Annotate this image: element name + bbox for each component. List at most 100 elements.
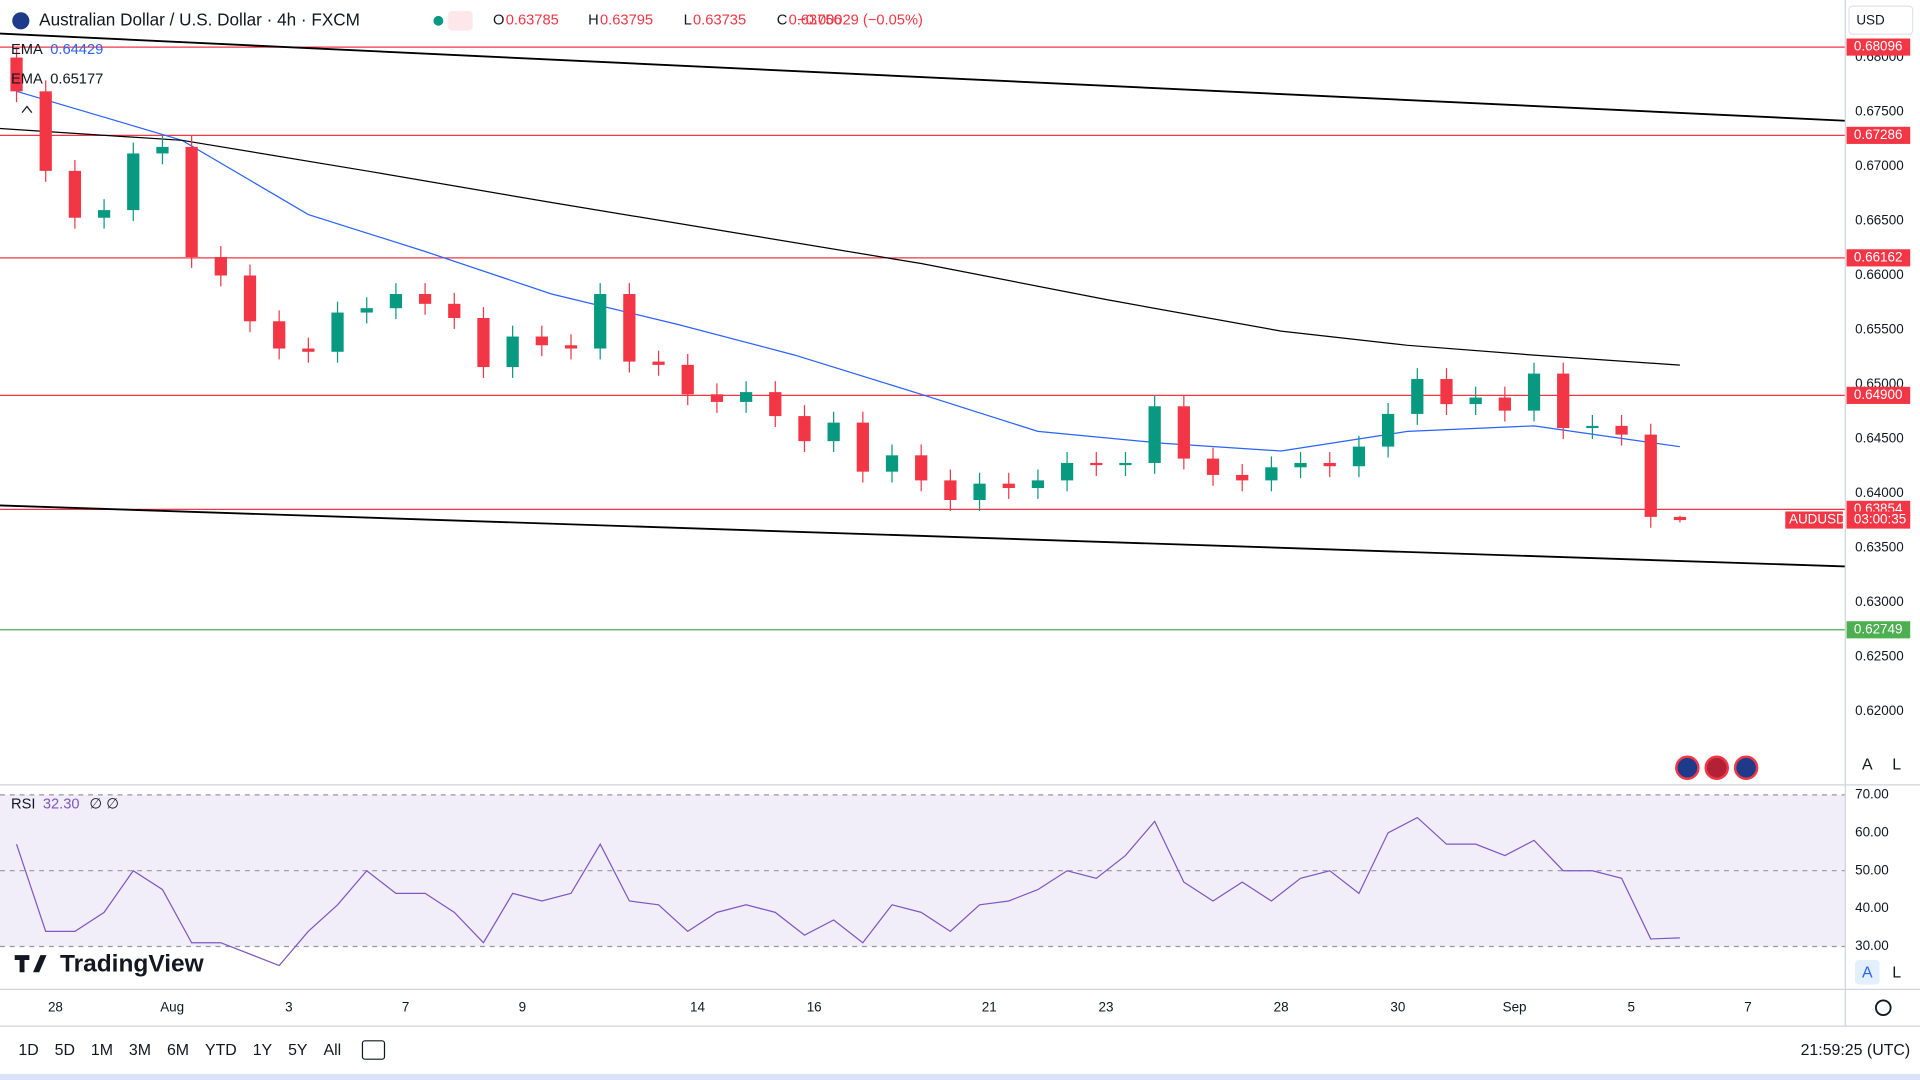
candle-body bbox=[477, 318, 490, 368]
y-tick-label: 0.66000 bbox=[1855, 267, 1904, 282]
rsi-tick-label: 40.00 bbox=[1855, 900, 1889, 915]
rsi-tick-label: 70.00 bbox=[1855, 786, 1889, 801]
candle-body bbox=[389, 294, 403, 309]
candle-body bbox=[1673, 516, 1687, 521]
candle-body bbox=[1090, 462, 1103, 466]
candle-body bbox=[594, 294, 607, 349]
range-button[interactable]: 3M bbox=[129, 1042, 151, 1059]
candle-body bbox=[68, 170, 82, 218]
x-tick-label: 14 bbox=[690, 999, 705, 1014]
ohlc-letter: H bbox=[588, 13, 599, 29]
ohlc-letter: L bbox=[684, 13, 692, 29]
event-flag[interactable] bbox=[1733, 755, 1759, 780]
ohlc-letter: O bbox=[493, 13, 504, 29]
price-change: −0.00029 (−0.05%) bbox=[797, 13, 923, 29]
rsi-tick-label: 60.00 bbox=[1855, 824, 1889, 839]
event-flag[interactable] bbox=[1675, 755, 1700, 780]
y-tick-label: 0.62000 bbox=[1855, 703, 1904, 718]
settings-button[interactable] bbox=[1875, 999, 1892, 1017]
range-button[interactable]: 6M bbox=[167, 1042, 189, 1059]
y-tick-label: 0.65500 bbox=[1855, 322, 1904, 337]
candle-body bbox=[1498, 397, 1511, 411]
log-scale-button[interactable]: L bbox=[1892, 965, 1901, 982]
candle-body bbox=[360, 308, 373, 313]
candle-body bbox=[915, 455, 928, 481]
candle-body bbox=[1002, 483, 1015, 489]
candle-body bbox=[1294, 462, 1307, 468]
range-button[interactable]: 1M bbox=[91, 1042, 113, 1059]
symbol-title: Australian Dollar / U.S. Dollar · 4h · F… bbox=[39, 9, 360, 29]
range-button[interactable]: 1D bbox=[18, 1042, 38, 1059]
log-scale-button[interactable]: L bbox=[1892, 757, 1901, 774]
rsi-value: 32.30 bbox=[43, 796, 80, 812]
level-label: 0.62749 bbox=[1854, 621, 1903, 636]
countdown-bg bbox=[1846, 511, 1911, 529]
x-tick-label: 23 bbox=[1099, 999, 1114, 1014]
candle-body bbox=[39, 91, 52, 171]
candle-body bbox=[1265, 467, 1278, 481]
y-tick-label: 0.66500 bbox=[1855, 213, 1904, 228]
candle-body bbox=[156, 146, 169, 154]
candle-body bbox=[1177, 406, 1190, 459]
currency-button[interactable] bbox=[1848, 5, 1914, 35]
x-tick-label: 7 bbox=[1744, 999, 1751, 1014]
level-label-bg bbox=[1846, 38, 1911, 56]
level-label: 0.66162 bbox=[1854, 249, 1903, 264]
level-label: 0.64900 bbox=[1854, 387, 1903, 402]
candle-body bbox=[535, 336, 548, 346]
auto-scale-button[interactable]: A bbox=[1862, 757, 1873, 774]
range-button[interactable]: 1Y bbox=[253, 1042, 273, 1059]
clock: 21:59:25 (UTC) bbox=[1801, 1042, 1911, 1059]
candle-body bbox=[418, 294, 432, 304]
countdown: 03:00:35 bbox=[1854, 512, 1906, 527]
candle-body bbox=[798, 416, 811, 442]
candle-body bbox=[1206, 458, 1220, 475]
candle-body bbox=[1586, 425, 1599, 429]
x-tick-label: Sep bbox=[1503, 999, 1527, 1014]
range-button[interactable]: All bbox=[323, 1042, 341, 1059]
level-label: 0.67286 bbox=[1854, 127, 1903, 142]
candle-body bbox=[739, 392, 753, 402]
data-badge bbox=[448, 11, 473, 31]
rsi-tick-label: 30.00 bbox=[1855, 938, 1889, 953]
trend-line bbox=[0, 32, 1846, 122]
candle-body bbox=[1615, 425, 1628, 435]
axes: 0.62000 0.62500 0.63000 0.63500 0.64000 0.645… bbox=[48, 38, 1911, 1014]
date-range-button[interactable] bbox=[361, 1040, 386, 1060]
candle-body bbox=[1644, 434, 1657, 517]
candle-body bbox=[1352, 446, 1366, 467]
x-tick-label: 21 bbox=[982, 999, 997, 1014]
candle-body bbox=[1527, 373, 1541, 411]
candle-body bbox=[973, 483, 986, 500]
x-tick-label: 3 bbox=[285, 999, 292, 1014]
candle-body bbox=[331, 312, 344, 352]
event-flags bbox=[1675, 755, 1759, 780]
market-status bbox=[433, 15, 444, 26]
candle-body bbox=[1031, 480, 1045, 489]
candle-body bbox=[97, 210, 111, 218]
rsi-pane bbox=[0, 794, 1846, 967]
candle-body bbox=[448, 303, 461, 319]
candle-body bbox=[681, 364, 694, 395]
candle-body bbox=[302, 348, 315, 352]
event-flag[interactable] bbox=[1704, 755, 1729, 780]
indicator-value: 0.65177 bbox=[50, 71, 103, 87]
y-tick-label: 0.67000 bbox=[1855, 158, 1904, 173]
auto-scale-button[interactable]: A bbox=[1862, 965, 1873, 982]
range-toolbar: 1D 5D 1M 3M 6M YTD 1Y 5Y All bbox=[18, 1042, 341, 1059]
rsi-params: ∅ ∅ bbox=[89, 796, 119, 812]
range-button[interactable]: YTD bbox=[205, 1042, 237, 1059]
collapse-button[interactable] bbox=[21, 105, 33, 114]
candle-body bbox=[1557, 373, 1570, 429]
rsi-tick-label: 50.00 bbox=[1855, 862, 1889, 877]
ema-line bbox=[16, 90, 1680, 452]
range-button[interactable]: 5D bbox=[55, 1042, 75, 1059]
candle-body bbox=[564, 345, 578, 349]
ema-line bbox=[0, 127, 1680, 366]
range-button[interactable]: 5Y bbox=[288, 1042, 308, 1059]
level-label-bg bbox=[1846, 126, 1911, 144]
candle-body bbox=[769, 392, 782, 417]
y-tick-label: 0.64500 bbox=[1855, 431, 1904, 446]
candle-body bbox=[10, 57, 23, 92]
